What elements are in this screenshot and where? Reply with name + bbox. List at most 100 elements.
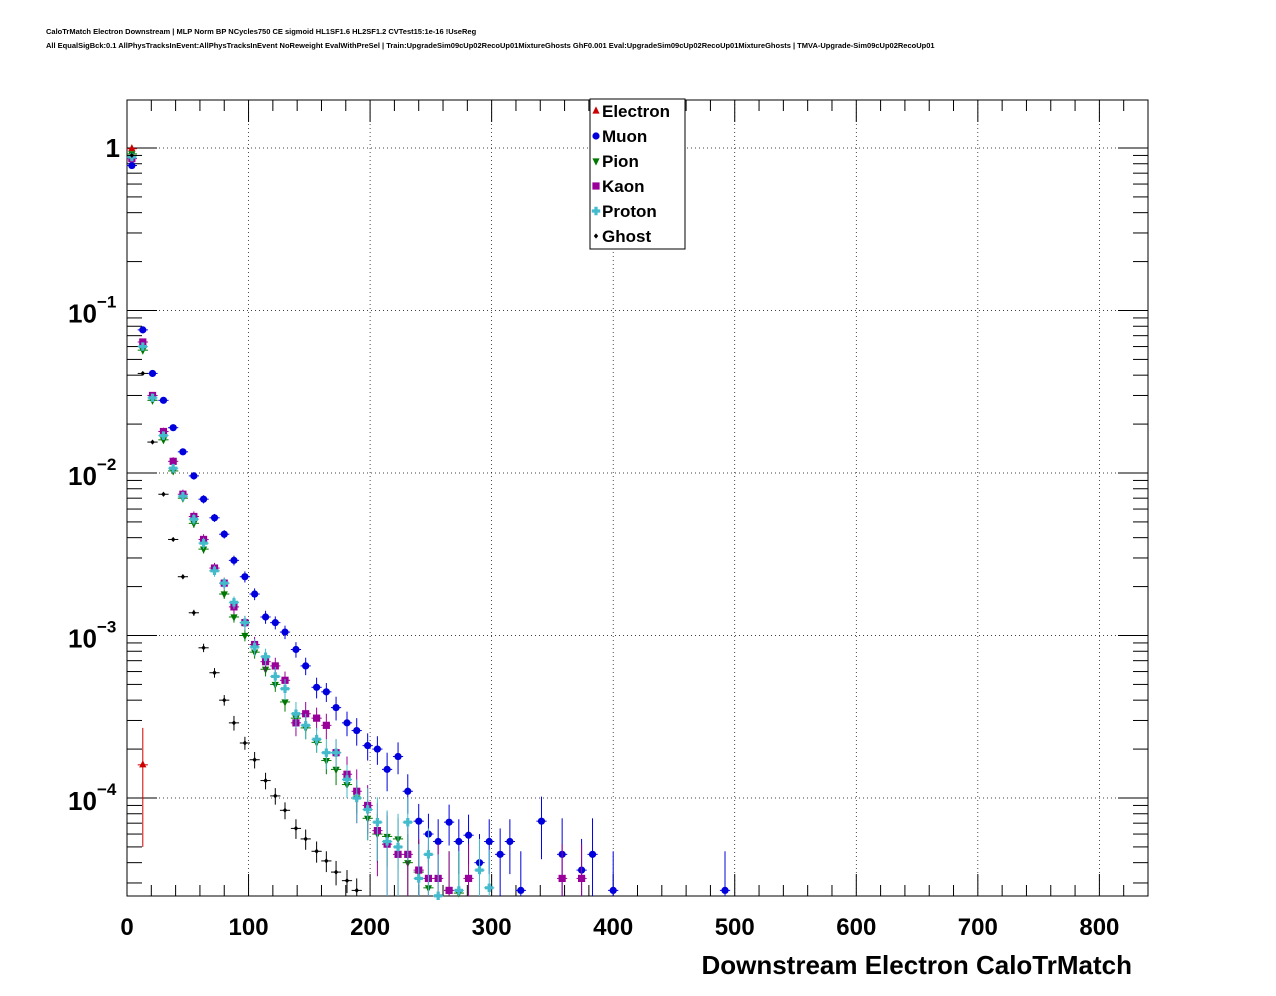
- data-point: [485, 883, 494, 893]
- data-point: [229, 598, 239, 607]
- data-point: [129, 152, 135, 159]
- data-point: [394, 752, 402, 761]
- data-point: [199, 546, 208, 554]
- y-tick-exponent: −1: [97, 293, 116, 312]
- data-point: [220, 530, 228, 538]
- data-point: [383, 765, 391, 773]
- data-point: [292, 645, 300, 654]
- x-tick-label: 0: [120, 914, 133, 941]
- data-point: [250, 642, 259, 652]
- legend-label-proton: Proton: [602, 202, 657, 221]
- legend-label-pion: Pion: [602, 152, 639, 171]
- data-point: [190, 472, 198, 480]
- legend-marker-proton: [591, 206, 601, 216]
- data-point: [263, 777, 268, 784]
- data-point: [433, 891, 443, 901]
- data-point: [251, 590, 259, 598]
- y-tick-label: 10: [68, 786, 97, 816]
- data-point: [169, 457, 177, 465]
- x-tick-label: 400: [593, 914, 633, 941]
- legend-marker-muon: [592, 132, 600, 140]
- data-point: [445, 886, 453, 895]
- data-point: [281, 628, 289, 636]
- data-point: [424, 850, 433, 859]
- data-point: [415, 817, 423, 825]
- data-point: [220, 591, 228, 599]
- data-point: [139, 326, 147, 334]
- data-point: [240, 618, 250, 627]
- x-tick-label: 800: [1079, 914, 1119, 941]
- series-ghost: [126, 152, 362, 896]
- legend-label-kaon: Kaon: [602, 177, 645, 196]
- data-point: [170, 536, 176, 543]
- legend: Electron Muon Pion Kaon Proton Ghost: [589, 98, 686, 250]
- x-tick-labels: 0 100 200 300 400 500 600 700 800: [120, 914, 1119, 941]
- data-point: [241, 573, 249, 581]
- data-point: [230, 556, 238, 564]
- data-point: [280, 684, 290, 693]
- data-points: [126, 144, 731, 901]
- data-point: [159, 437, 168, 445]
- data-point: [199, 495, 208, 503]
- legend-marker-ghost: [593, 233, 599, 239]
- x-tick-label: 700: [958, 914, 998, 941]
- data-point: [222, 697, 227, 703]
- data-point: [139, 338, 147, 346]
- data-point: [168, 464, 178, 473]
- data-point: [344, 878, 350, 884]
- data-point: [373, 817, 382, 827]
- x-tick-label: 500: [715, 914, 755, 941]
- data-point: [485, 837, 493, 846]
- data-point: [159, 431, 168, 440]
- data-point: [364, 742, 372, 750]
- x-tick-label: 300: [472, 914, 512, 941]
- data-point: [404, 787, 412, 795]
- y-tick-exponent: −4: [97, 780, 117, 799]
- data-point: [128, 144, 136, 152]
- data-point: [210, 566, 219, 576]
- data-point: [301, 721, 310, 730]
- data-point: [454, 886, 464, 895]
- data-point: [178, 491, 188, 501]
- legend-label-electron: Electron: [602, 102, 670, 121]
- data-point: [242, 740, 248, 746]
- data-point: [191, 610, 197, 616]
- data-point: [414, 874, 423, 883]
- data-point: [313, 683, 321, 691]
- data-point: [180, 574, 186, 580]
- data-point: [273, 793, 278, 799]
- data-point: [261, 652, 270, 661]
- data-point: [139, 760, 147, 768]
- data-point: [212, 670, 217, 676]
- y-tick-label: 10: [68, 624, 97, 654]
- legend-box: [589, 98, 686, 250]
- legend-marker-kaon: [592, 182, 600, 190]
- data-point: [210, 514, 219, 522]
- data-point: [293, 825, 299, 832]
- legend-label-ghost: Ghost: [602, 227, 651, 246]
- x-axis-label: Downstream Electron CaloTrMatch: [701, 950, 1132, 980]
- data-point: [161, 491, 166, 497]
- x-tick-label: 200: [350, 914, 390, 941]
- data-point: [475, 865, 484, 875]
- data-point: [148, 369, 157, 378]
- data-point: [199, 538, 208, 548]
- legend-label-muon: Muon: [602, 127, 647, 146]
- data-point: [261, 613, 270, 621]
- data-point: [322, 748, 331, 757]
- data-point: [271, 662, 279, 670]
- y-tick-label: 10: [68, 299, 97, 329]
- data-point: [332, 704, 340, 712]
- data-point: [506, 837, 514, 846]
- data-point: [138, 342, 148, 351]
- data-point: [201, 645, 206, 651]
- data-point: [354, 887, 359, 894]
- x-tick-label: 100: [229, 914, 269, 941]
- legend-marker-pion: [592, 158, 600, 166]
- data-point: [464, 831, 473, 839]
- y-tick-label: 10: [68, 461, 97, 491]
- data-point: [577, 874, 586, 883]
- data-point: [241, 632, 249, 641]
- data-point: [588, 850, 597, 858]
